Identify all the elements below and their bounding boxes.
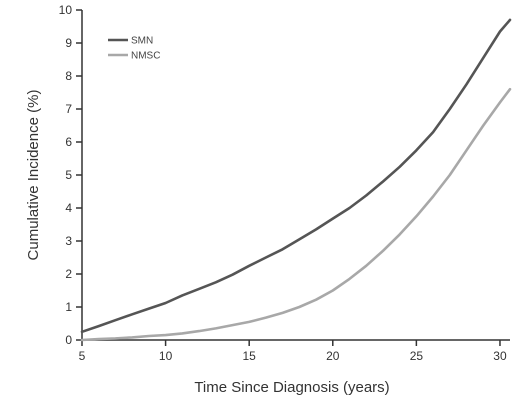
y-tick-label: 8 (65, 69, 72, 83)
y-tick-label: 5 (65, 168, 72, 182)
series-line-smn (80, 18, 512, 334)
y-tick-label: 0 (65, 333, 72, 347)
x-tick-label: 15 (243, 349, 257, 363)
y-tick-label: 7 (65, 102, 72, 116)
x-tick-label: 10 (159, 349, 173, 363)
axes: 0 1 2 3 4 5 6 7 8 9 10 5 10 15 20 25 30 (59, 3, 510, 363)
legend: SMN NMSC (108, 36, 160, 62)
y-tick-label: 4 (65, 201, 72, 215)
series-line-nmsc (80, 87, 512, 342)
x-tick-label: 30 (493, 349, 507, 363)
x-tick-label: 5 (79, 349, 86, 363)
x-axis-title: Time Since Diagnosis (years) (194, 379, 389, 396)
series-layer (80, 18, 512, 342)
x-tick-label: 20 (326, 349, 340, 363)
y-axis-title: Cumulative Incidence (%) (25, 90, 42, 261)
y-tick-label: 6 (65, 135, 72, 149)
y-tick-label: 3 (65, 234, 72, 248)
x-tick-label: 25 (410, 349, 424, 363)
y-tick-label: 9 (65, 36, 72, 50)
legend-label: SMN (131, 36, 153, 47)
y-tick-label: 10 (59, 3, 73, 17)
y-tick-label: 1 (65, 300, 72, 314)
y-tick-label: 2 (65, 267, 72, 281)
legend-label: NMSC (131, 51, 160, 62)
